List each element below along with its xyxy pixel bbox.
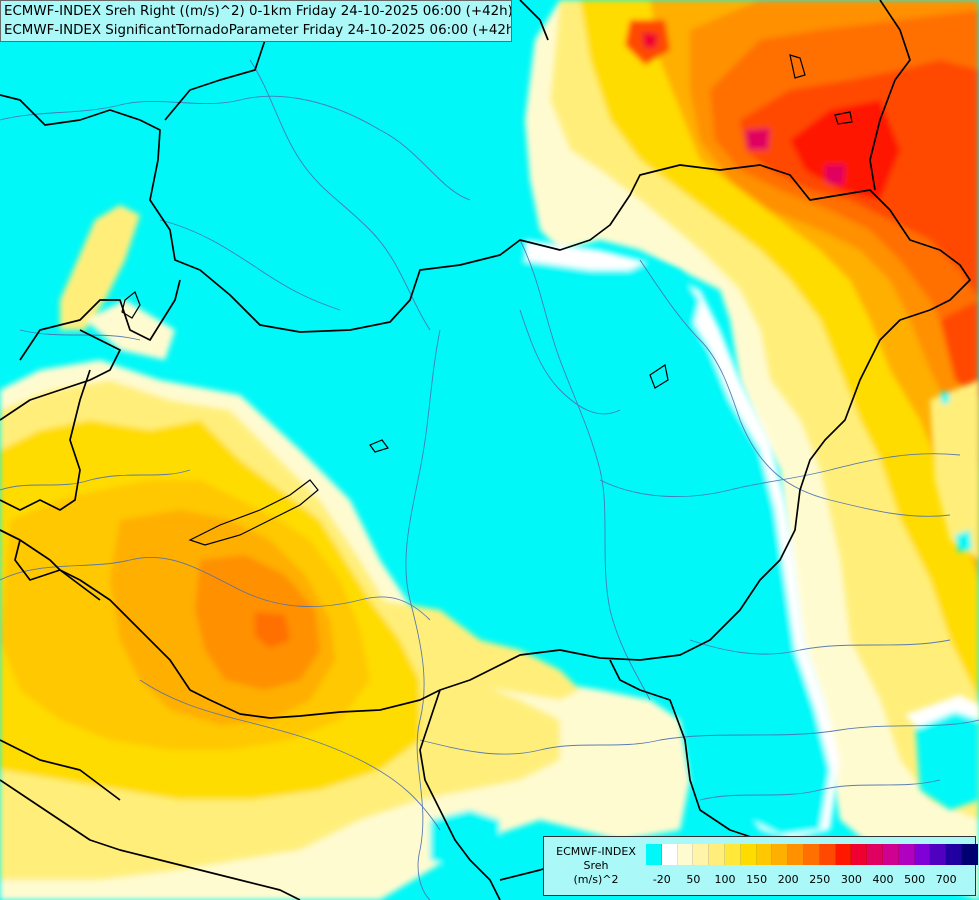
legend-swatch: [803, 844, 820, 865]
border-line: [0, 739, 121, 801]
legend-swatch: [930, 844, 947, 865]
rivers: [0, 59, 979, 900]
legend-labels: ECMWF-INDEX Sreh (m/s)^2: [550, 845, 642, 887]
lake-outline: [369, 439, 389, 453]
east-white-pocket: [905, 695, 979, 728]
river: [639, 259, 951, 517]
legend-swatch: [961, 844, 978, 865]
border-line: [419, 689, 501, 900]
legend-tick-label: -20: [652, 873, 671, 886]
river: [249, 59, 431, 331]
river: [0, 95, 471, 201]
river: [689, 639, 951, 655]
river: [159, 219, 341, 311]
lake-outline: [649, 364, 669, 389]
legend-unit: (m/s)^2: [573, 873, 619, 886]
legend-variable: Sreh: [583, 859, 609, 872]
legend-tick-label: 300: [840, 873, 862, 886]
river: [19, 329, 141, 341]
legend-tick-label: 500: [904, 873, 926, 886]
legend-swatch: [756, 844, 773, 865]
lake-outline: [834, 111, 853, 125]
ne-cyan-cutouts: [500, 240, 979, 840]
legend-swatch: [851, 844, 868, 865]
east-cyan-dot: [955, 530, 972, 552]
border-line: [0, 94, 971, 719]
border-line: [0, 369, 91, 511]
legend-tick-label: 200: [777, 873, 799, 886]
shade-nw-strip: [60, 205, 140, 330]
legend-title: ECMWF-INDEX: [556, 845, 636, 858]
border-line: [609, 659, 780, 841]
shade-ne-east-red: [940, 300, 979, 400]
legend-tick-label: 100: [714, 873, 736, 886]
legend-swatch: [740, 844, 757, 865]
shade-center-pale: [380, 600, 580, 700]
river: [419, 719, 979, 755]
legend-swatch: [709, 844, 725, 865]
legend-swatches: [646, 844, 978, 865]
map-title-line-1: ECMWF-INDEX Sreh Right ((m/s)^2) 0-1km F…: [4, 4, 512, 19]
legend-tick-label: 700: [935, 873, 957, 886]
legend-tick-label: 400: [872, 873, 894, 886]
map-title-line-2: ECMWF-INDEX SignificantTornadoParameter …: [4, 23, 512, 38]
shade-pink-2: [825, 165, 845, 185]
border-line: [519, 0, 549, 41]
border-line: [0, 779, 301, 900]
legend-tick-label: 50: [686, 873, 701, 886]
river: [139, 679, 441, 831]
legend-swatch: [772, 844, 789, 865]
legend-swatch: [724, 844, 741, 865]
east-cyan-dot2: [940, 392, 950, 404]
east-yellow-strip: [930, 380, 979, 560]
river: [699, 779, 941, 801]
river: [599, 453, 961, 498]
river: [0, 556, 431, 621]
srh-shading-southwest: [0, 205, 690, 900]
legend-swatch: [693, 844, 710, 865]
shade-sw-cyan-gap: [430, 810, 500, 870]
legend-tick-label: 250: [809, 873, 831, 886]
shade-pink-1: [745, 128, 770, 150]
legend-swatch: [835, 844, 852, 865]
border-line: [869, 0, 911, 191]
lake-outline: [789, 54, 806, 79]
legend-swatch: [788, 844, 804, 865]
ne-cyan-core: [500, 260, 830, 835]
legend-tick-label: 150: [746, 873, 768, 886]
east-cyan-pocket: [915, 700, 979, 810]
legend-swatch: [882, 844, 899, 865]
border-line: [0, 529, 101, 601]
legend-swatch: [898, 844, 915, 865]
legend-swatch: [914, 844, 931, 865]
legend-swatch: [867, 844, 883, 865]
shade-sw-peak: [255, 612, 290, 648]
river: [519, 239, 651, 701]
lakes: [121, 54, 853, 546]
river: [519, 309, 621, 415]
legend-swatch: [677, 844, 694, 865]
map-title-box: ECMWF-INDEX Sreh Right ((m/s)^2) 0-1km F…: [0, 0, 512, 42]
legend-ticks: -20 50 100 150 200 250 300 400 500 700: [646, 873, 971, 889]
river: [405, 329, 441, 900]
color-legend: ECMWF-INDEX Sreh (m/s)^2 -20 50 100 150 200 2…: [543, 836, 978, 896]
legend-swatch: [646, 844, 662, 865]
border-line: [0, 329, 121, 421]
lake-outline: [188, 479, 319, 546]
shade-top-crimson: [642, 32, 658, 48]
border-line: [19, 279, 181, 361]
legend-swatch: [946, 844, 962, 865]
legend-swatch: [819, 844, 836, 865]
lake-outline: [121, 291, 141, 319]
ne-cyan-lake: [600, 260, 700, 390]
legend-swatch: [661, 844, 678, 865]
river: [0, 469, 191, 491]
